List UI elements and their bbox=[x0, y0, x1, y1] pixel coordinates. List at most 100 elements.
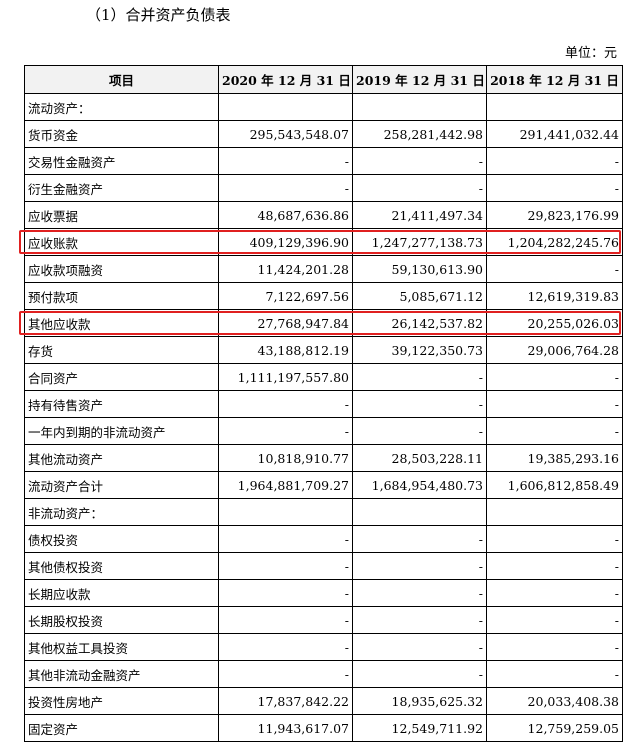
value-cell: - bbox=[352, 417, 487, 445]
table-row: 其他非流动金融资产 - - - bbox=[24, 660, 623, 688]
value-cell: - bbox=[486, 174, 623, 202]
table-row: 固定资产 11,943,617.07 12,549,711.92 12,759,259… bbox=[24, 714, 623, 742]
item-cell: 货币资金 bbox=[24, 120, 219, 148]
table-row: 预付款项 7,122,697.56 5,085,671.12 12,619,319.8… bbox=[24, 282, 623, 310]
value-cell: 291,441,032.44 bbox=[486, 120, 623, 148]
item-cell: 持有待售资产 bbox=[24, 390, 219, 418]
value-cell: 12,759,259.05 bbox=[486, 714, 623, 742]
value-cell: 29,006,764.28 bbox=[486, 336, 623, 364]
empty-cell bbox=[352, 498, 487, 526]
unit-label: 单位：元 bbox=[564, 46, 617, 61]
table-row: 应收款项融资 11,424,201.28 59,130,613.90- bbox=[24, 255, 623, 283]
item-cell: 其他流动资产 bbox=[24, 444, 219, 472]
value-cell: 43,188,812.19 bbox=[218, 336, 353, 364]
value-cell: - bbox=[218, 147, 353, 175]
value-cell: - bbox=[486, 363, 623, 391]
value-cell: 5,085,671.12 bbox=[352, 282, 487, 310]
value-cell: - bbox=[352, 363, 487, 391]
value-cell: 21,411,497.34 bbox=[352, 201, 487, 229]
value-cell: - bbox=[486, 660, 623, 688]
value-cell: - bbox=[486, 525, 623, 553]
item-cell: 一年内到期的非流动资产 bbox=[24, 417, 219, 445]
item-cell: 流动资产合计 bbox=[24, 471, 219, 499]
table-row: 长期应收款 - - - bbox=[24, 579, 623, 607]
value-cell: - bbox=[352, 174, 487, 202]
value-cell: - bbox=[352, 147, 487, 175]
table-row: 其他债权投资 - - - bbox=[24, 552, 623, 580]
item-cell: 投资性房地产 bbox=[24, 687, 219, 715]
value-cell: - bbox=[352, 606, 487, 634]
value-cell: 12,619,319.83 bbox=[486, 282, 623, 310]
value-cell: - bbox=[486, 147, 623, 175]
column-header: 项目 bbox=[24, 65, 219, 94]
item-cell: 其他应收款 bbox=[24, 309, 219, 337]
value-cell: 1,964,881,709.27 bbox=[218, 471, 353, 499]
table-row: 合同资产 1,111,197,557.80- - bbox=[24, 363, 623, 391]
value-cell: 1,684,954,480.73 bbox=[352, 471, 487, 499]
item-cell: 固定资产 bbox=[24, 714, 219, 742]
value-cell: - bbox=[218, 174, 353, 202]
value-cell: - bbox=[352, 390, 487, 418]
value-cell: 7,122,697.56 bbox=[218, 282, 353, 310]
table-row: 存货 43,188,812.19 39,122,350.73 29,006,764.2… bbox=[24, 336, 623, 364]
value-cell: 20,033,408.38 bbox=[486, 687, 623, 715]
table-row: 衍生金融资产 - - - bbox=[24, 174, 623, 202]
table-row: 其他应收款 27,768,947.84 26,142,537.82 20,255,02… bbox=[24, 309, 623, 337]
table-row: 投资性房地产 17,837,842.22 18,935,625.32 20,033,4… bbox=[24, 687, 623, 715]
value-cell: 12,549,711.92 bbox=[352, 714, 487, 742]
value-cell: 39,122,350.73 bbox=[352, 336, 487, 364]
value-cell: - bbox=[218, 417, 353, 445]
value-cell: 11,424,201.28 bbox=[218, 255, 353, 283]
table-row: 其他权益工具投资 - - - bbox=[24, 633, 623, 661]
table-row: 货币资金 295,543,548.07 258,281,442.98 291,441,… bbox=[24, 120, 623, 148]
value-cell: 28,503,228.11 bbox=[352, 444, 487, 472]
value-cell: 1,111,197,557.80 bbox=[218, 363, 353, 391]
item-cell: 合同资产 bbox=[24, 363, 219, 391]
table-row: 交易性金融资产 - - - bbox=[24, 147, 623, 175]
value-cell: 295,543,548.07 bbox=[218, 120, 353, 148]
value-cell: 17,837,842.22 bbox=[218, 687, 353, 715]
empty-cell bbox=[486, 498, 623, 526]
value-cell: 10,818,910.77 bbox=[218, 444, 353, 472]
item-cell: 其他非流动金融资产 bbox=[24, 660, 219, 688]
value-cell: - bbox=[218, 525, 353, 553]
header-row: 项目 2020 年 12 月 31 日 2019 年 12 月 31 日 2018 年… bbox=[24, 65, 623, 94]
column-header: 2018 年 12 月 31 日 bbox=[486, 65, 623, 94]
value-cell: - bbox=[218, 390, 353, 418]
value-cell: 48,687,636.86 bbox=[218, 201, 353, 229]
value-cell: - bbox=[352, 633, 487, 661]
table-row: 长期股权投资 - - - bbox=[24, 606, 623, 634]
value-cell: - bbox=[218, 579, 353, 607]
table-row: 持有待售资产 - - - bbox=[24, 390, 623, 418]
value-cell: - bbox=[352, 525, 487, 553]
value-cell: - bbox=[486, 390, 623, 418]
value-cell: - bbox=[352, 660, 487, 688]
value-cell: - bbox=[352, 552, 487, 580]
item-cell: 债权投资 bbox=[24, 525, 219, 553]
table-row: 应收账款 409,129,396.90 1,247,277,138.73 1,204,… bbox=[24, 228, 623, 256]
value-cell: - bbox=[486, 552, 623, 580]
table-title: （1）合并资产负债表 bbox=[86, 6, 231, 24]
value-cell: - bbox=[218, 606, 353, 634]
item-cell: 其他权益工具投资 bbox=[24, 633, 219, 661]
item-cell: 非流动资产： bbox=[24, 498, 219, 526]
value-cell: - bbox=[486, 633, 623, 661]
table-row: 流动资产合计 1,964,881,709.27 1,684,954,480.73 1,… bbox=[24, 471, 623, 499]
value-cell: 59,130,613.90 bbox=[352, 255, 487, 283]
value-cell: 26,142,537.82 bbox=[352, 309, 487, 337]
item-cell: 衍生金融资产 bbox=[24, 174, 219, 202]
value-cell: - bbox=[486, 417, 623, 445]
column-header: 2020 年 12 月 31 日 bbox=[218, 65, 353, 94]
empty-cell bbox=[218, 93, 353, 121]
item-cell: 存货 bbox=[24, 336, 219, 364]
table-row: 非流动资产： bbox=[24, 498, 623, 526]
value-cell: 19,385,293.16 bbox=[486, 444, 623, 472]
table-row: 债权投资 - - - bbox=[24, 525, 623, 553]
item-cell: 预付款项 bbox=[24, 282, 219, 310]
value-cell: 1,247,277,138.73 bbox=[352, 228, 487, 256]
table-body: 流动资产： 货币资金 295,543,548.07 258,281,442.98 291… bbox=[24, 93, 623, 742]
item-cell: 应收账款 bbox=[24, 228, 219, 256]
value-cell: 258,281,442.98 bbox=[352, 120, 487, 148]
table-row: 应收票据 48,687,636.86 21,411,497.34 29,823,176… bbox=[24, 201, 623, 229]
